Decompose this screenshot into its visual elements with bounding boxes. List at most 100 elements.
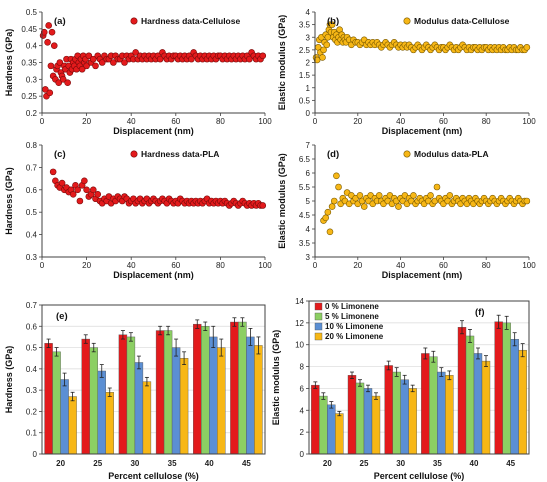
y-tick-label: 0 (33, 450, 38, 459)
legend-label: 0 % Limonene (325, 302, 379, 311)
y-tick-label: 3 (306, 33, 311, 42)
y-tick-label: 5.5 (299, 183, 311, 192)
data-point (156, 55, 164, 63)
y-tick-label: 0.2 (26, 109, 38, 118)
x-tick-label: 25 (360, 459, 369, 468)
data-point (47, 62, 55, 70)
y-tick-label: 0.8 (26, 141, 38, 150)
y-tick-label: 4 (306, 225, 311, 234)
data-point (319, 54, 326, 61)
x-tick-label: 80 (482, 117, 491, 126)
legend-label: 20 % Limonene (325, 332, 384, 341)
y-tick-label: 0.1 (26, 429, 38, 438)
y-axis-title: Elastic modulus (GPa) (277, 15, 287, 111)
bar (502, 322, 511, 455)
legend-swatch (314, 332, 323, 341)
y-tick-label: 0.3 (26, 386, 38, 395)
x-axis-title: Percent cellulose (%) (374, 471, 465, 481)
y-tick-label: 0.5 (26, 8, 38, 17)
legend-label: 5 % Limonene (325, 312, 379, 321)
bar (238, 321, 247, 455)
y-tick-label: 0 (306, 109, 311, 118)
data-point (328, 21, 336, 28)
data-point (85, 52, 93, 60)
y-tick-label: 0.3 (26, 75, 38, 84)
data-point (48, 28, 56, 36)
bar (481, 360, 491, 455)
bar (134, 362, 144, 455)
y-axis-title: Elastic modulus (GPa) (271, 330, 281, 426)
x-tick-label: 0 (40, 117, 45, 126)
y-tick-label: 7 (306, 141, 311, 150)
data-point (326, 228, 334, 236)
data-point (360, 203, 368, 210)
legend-swatch (314, 322, 323, 331)
x-tick-label: 20 (56, 459, 65, 468)
y-axis-title: Hardness (GPa) (4, 346, 14, 414)
x-tick-label: 35 (433, 459, 442, 468)
y-tick-label: 4 (306, 8, 311, 17)
bar (437, 371, 446, 455)
x-tick-label: 80 (216, 117, 225, 126)
panel-label: (c) (54, 149, 66, 160)
x-tick-label: 40 (127, 261, 136, 270)
data-point (132, 49, 139, 56)
bar (163, 330, 173, 455)
bar (142, 381, 152, 455)
x-tick-label: 60 (171, 117, 180, 126)
bar (510, 339, 519, 455)
bar (201, 326, 210, 455)
data-point (58, 179, 66, 187)
data-point (59, 76, 67, 83)
data-point (81, 177, 88, 185)
legend-marker (403, 150, 411, 158)
bar (179, 358, 189, 455)
x-tick-label: 40 (127, 117, 136, 126)
bar (193, 323, 202, 455)
y-tick-label: 0.6 (26, 322, 38, 331)
y-tick-label: 12 (295, 319, 304, 328)
y-tick-label: 1 (306, 84, 311, 93)
panel-label: (a) (54, 16, 66, 27)
y-tick-label: 0.2 (26, 407, 38, 416)
data-point (69, 190, 77, 198)
data-point (40, 28, 48, 36)
bar (60, 379, 69, 455)
panel-e: 0 0.1 0.2 0.3 0.4 0.5 0.6 0.7 20 25 30 35 40 45 (e) Per… (4, 301, 266, 481)
data-point (335, 183, 342, 191)
bar (494, 321, 503, 455)
panel-label: (b) (327, 16, 339, 27)
x-tick-label: 20 (82, 261, 91, 270)
data-point (188, 55, 195, 63)
x-tick-label: 40 (470, 459, 479, 468)
legend-label: Modulus data-Cellulose (414, 16, 510, 26)
data-point (49, 168, 57, 176)
data-point (45, 22, 52, 29)
y-tick-label: 6 (306, 169, 311, 178)
bar (44, 343, 53, 455)
bar (319, 395, 328, 455)
y-axis-title: Elastic modulus (GPa) (277, 153, 287, 249)
legend-swatch (314, 312, 323, 321)
y-tick-label: 0.7 (26, 301, 38, 310)
bar (171, 347, 181, 455)
bar (457, 327, 467, 455)
bar (254, 345, 263, 455)
data-point (50, 42, 58, 49)
x-tick-label: 0 (313, 117, 318, 126)
x-axis-title: Percent cellulose (%) (108, 471, 199, 481)
data-point (83, 62, 90, 70)
legend-label: Modulus data-PLA (414, 149, 489, 159)
bar (465, 335, 475, 455)
data-point (44, 38, 51, 46)
x-tick-label: 100 (258, 261, 272, 270)
data-point (259, 202, 267, 209)
legend-label: Hardness data-PLA (141, 149, 219, 159)
data-point (76, 197, 84, 205)
data-point (64, 79, 71, 86)
panel-label: (e) (56, 311, 68, 322)
legend-swatch (314, 302, 323, 311)
y-tick-label: 2 (300, 428, 305, 437)
x-tick-label: 100 (258, 117, 272, 126)
